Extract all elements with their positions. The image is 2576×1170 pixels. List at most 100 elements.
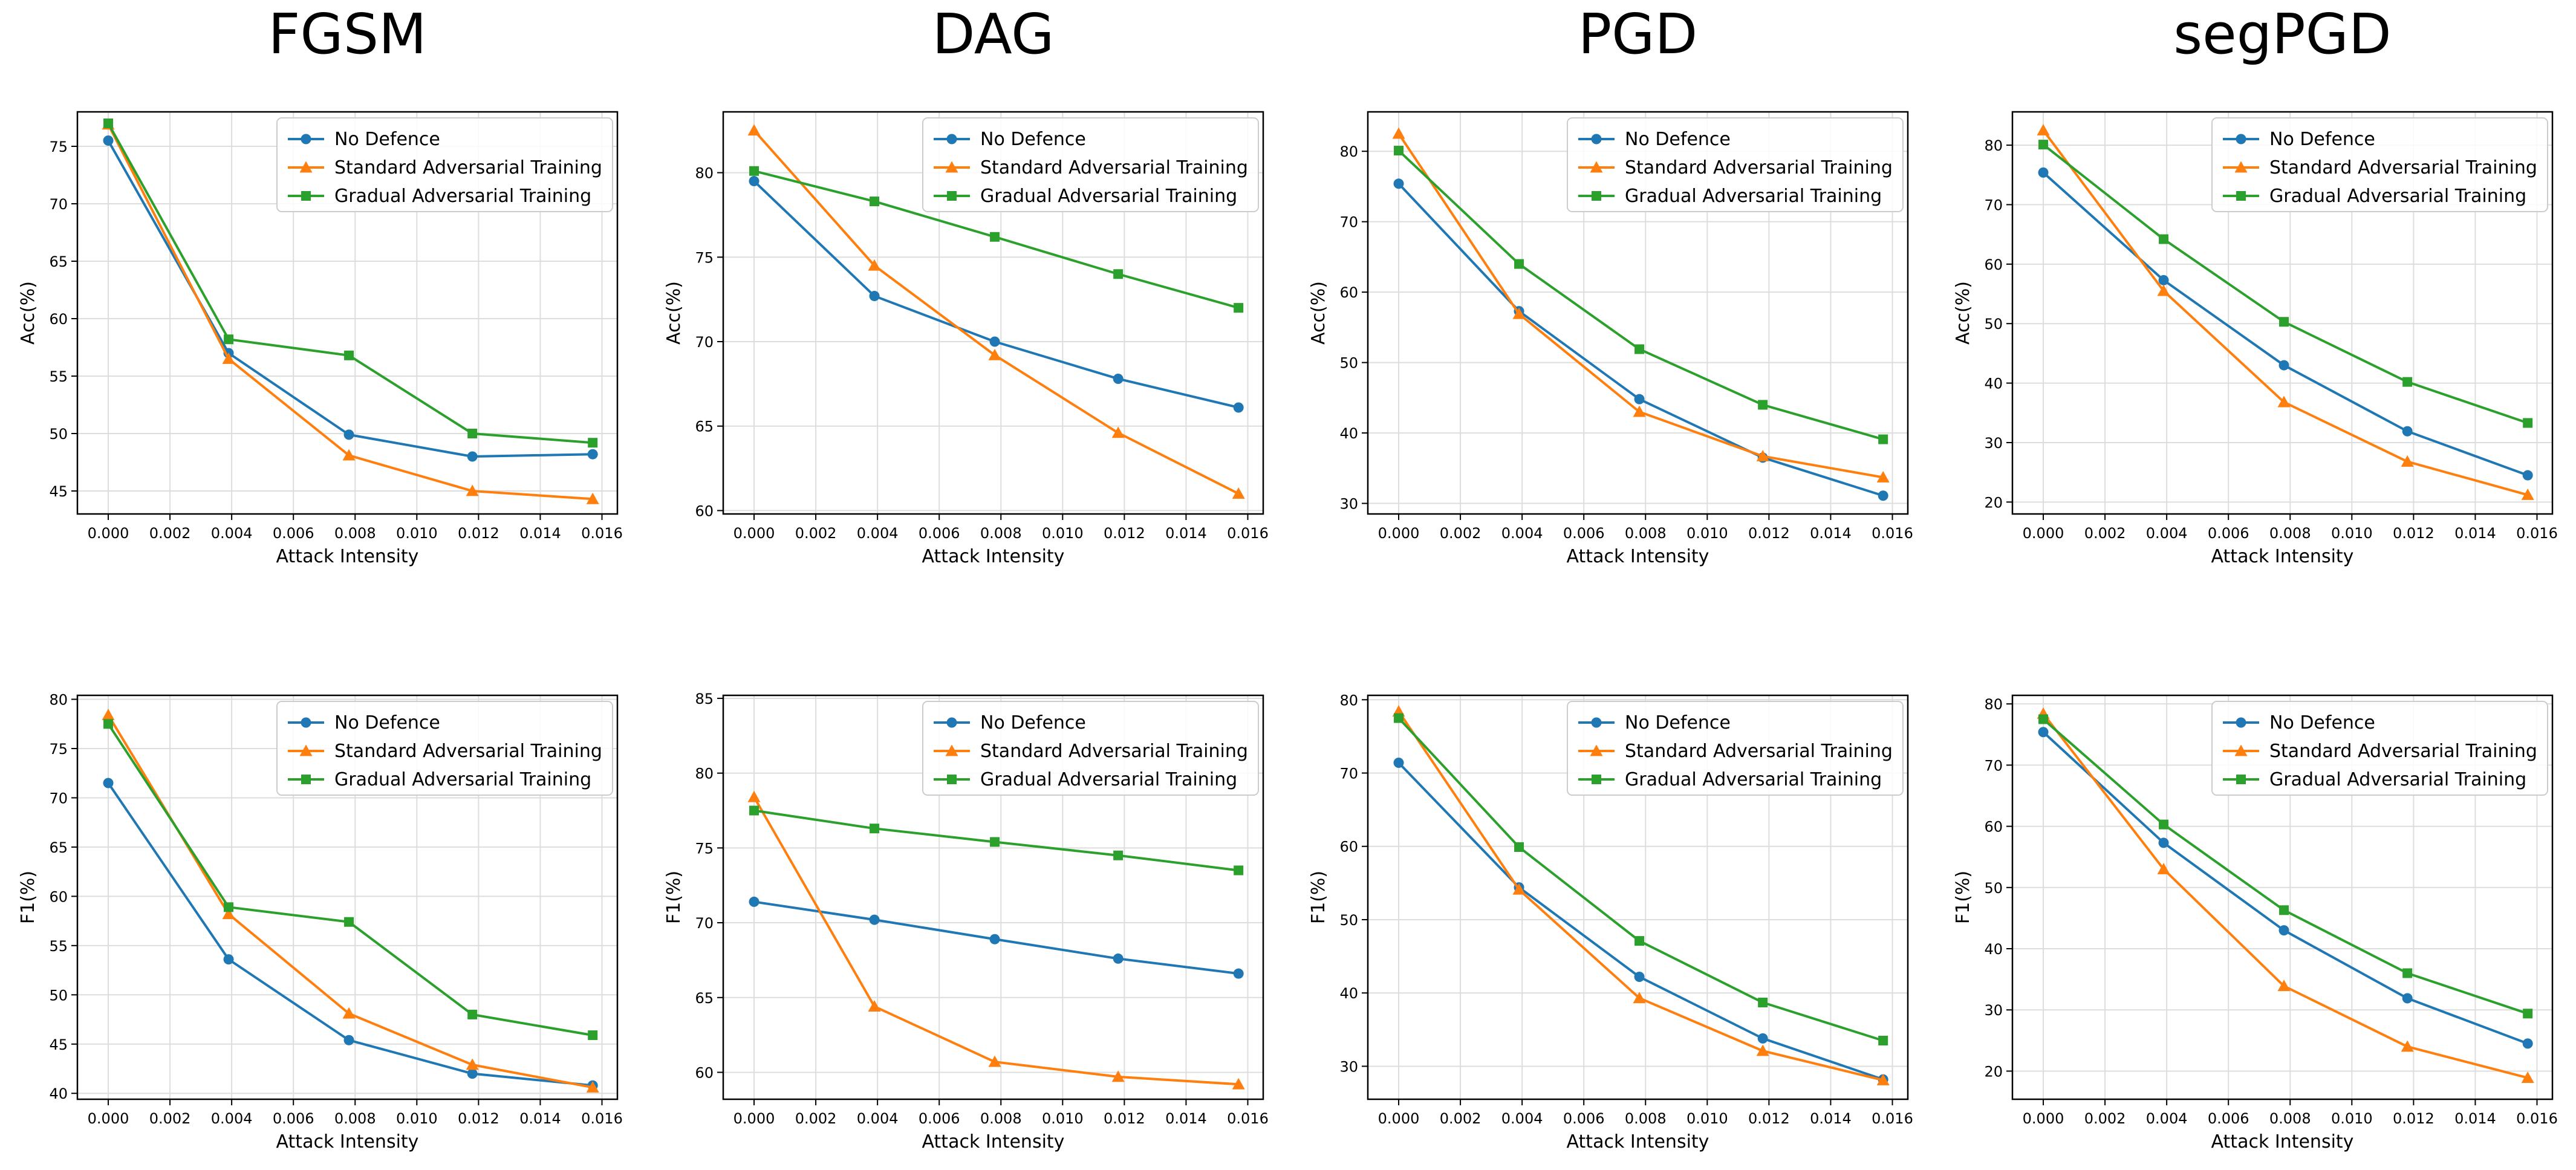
y-tick-label: 80 <box>49 692 68 709</box>
x-tick-label: 0.016 <box>1872 1110 1913 1127</box>
data-point-gradual-adversarial-training <box>2038 140 2049 150</box>
legend: No Defence Standard Adversarial Training G… <box>276 117 613 212</box>
x-tick-label: 0.014 <box>2454 525 2496 542</box>
legend: No Defence Standard Adversarial Training G… <box>2211 117 2548 212</box>
data-point-no-defence <box>467 451 478 462</box>
x-tick-label: 0.006 <box>1563 1110 1605 1127</box>
data-point-standard-adversarial-training <box>1392 127 1405 139</box>
y-axis-label: F1(%) <box>1308 871 1329 924</box>
data-point-no-defence <box>223 954 234 965</box>
legend-swatch-marker <box>1591 134 1602 145</box>
legend-box <box>2211 117 2548 212</box>
data-point-gradual-adversarial-training <box>2279 905 2289 915</box>
data-point-no-defence <box>2278 925 2289 936</box>
legend-label: Gradual Adversarial Training <box>1625 769 1882 790</box>
x-tick-label: 0.012 <box>1748 525 1790 542</box>
data-point-standard-adversarial-training <box>2157 862 2170 874</box>
y-tick-label: 50 <box>49 987 68 1004</box>
data-point-standard-adversarial-training <box>342 1007 356 1019</box>
data-point-no-defence <box>1393 178 1404 189</box>
y-tick-label: 50 <box>1339 355 1358 372</box>
legend-entry-standard-adversarial-training: Standard Adversarial Training <box>2223 741 2537 762</box>
legend-label: Standard Adversarial Training <box>334 741 602 762</box>
data-point-gradual-adversarial-training <box>1514 259 1524 269</box>
x-tick-label: 0.006 <box>273 1110 314 1127</box>
x-tick-label: 0.008 <box>2269 525 2311 542</box>
x-tick-label: 0.002 <box>2084 525 2126 542</box>
x-tick-label: 0.000 <box>2023 525 2064 542</box>
data-point-no-defence <box>2402 426 2413 437</box>
x-axis-label: Attack Intensity <box>276 1131 419 1152</box>
data-point-standard-adversarial-training <box>747 124 761 136</box>
legend: No Defence Standard Adversarial Training G… <box>276 701 613 796</box>
legend-label: Gradual Adversarial Training <box>980 186 1237 207</box>
y-tick-label: 60 <box>1984 819 2003 836</box>
legend-label: Gradual Adversarial Training <box>1625 186 1882 207</box>
data-point-gradual-adversarial-training <box>588 1030 598 1041</box>
x-tick-label: 0.004 <box>1501 1110 1543 1127</box>
data-point-gradual-adversarial-training <box>2523 418 2533 428</box>
plot-frame <box>1367 694 1909 1100</box>
x-tick-label: 0.004 <box>857 1110 899 1127</box>
legend-entry-standard-adversarial-training: Standard Adversarial Training <box>288 157 602 178</box>
data-point-no-defence <box>2038 167 2049 178</box>
x-tick-label: 0.016 <box>1872 525 1913 542</box>
x-tick-label: 0.016 <box>2516 525 2558 542</box>
data-point-standard-adversarial-training <box>222 908 235 920</box>
legend-swatch-marker <box>299 161 313 173</box>
legend-label: Standard Adversarial Training <box>2269 741 2537 762</box>
data-point-gradual-adversarial-training <box>1878 1036 1888 1046</box>
legend-label: Standard Adversarial Training <box>1625 741 1893 762</box>
legend-entry-no-defence: No Defence <box>2223 129 2375 150</box>
y-tick-label: 80 <box>1984 137 2003 154</box>
data-point-standard-adversarial-training <box>747 790 761 802</box>
y-tick-label: 40 <box>1984 375 2003 392</box>
data-point-no-defence <box>103 778 114 788</box>
data-point-no-defence <box>749 176 759 187</box>
data-point-gradual-adversarial-training <box>749 166 759 176</box>
x-tick-label: 0.008 <box>334 1110 376 1127</box>
x-tick-label: 0.010 <box>2331 1110 2373 1127</box>
legend-swatch-marker <box>1590 744 1603 756</box>
x-tick-label: 0.002 <box>1440 525 1482 542</box>
legend-label: Standard Adversarial Training <box>980 157 1248 178</box>
y-tick-label: 20 <box>1984 494 2003 511</box>
legend: No Defence Standard Adversarial Training G… <box>1567 117 1904 212</box>
x-tick-label: 0.006 <box>273 525 314 542</box>
plot-frame <box>722 694 1264 1100</box>
data-point-standard-adversarial-training <box>1111 426 1125 438</box>
x-tick-label: 0.002 <box>2084 1110 2126 1127</box>
legend-label: Standard Adversarial Training <box>2269 157 2537 178</box>
x-tick-label: 0.012 <box>1104 1110 1145 1127</box>
data-point-standard-adversarial-training <box>342 449 356 461</box>
x-tick-label: 0.000 <box>1378 525 1420 542</box>
x-axis-label: Attack Intensity <box>922 1131 1065 1152</box>
data-point-no-defence <box>2158 837 2169 848</box>
data-point-no-defence <box>1393 758 1404 769</box>
data-point-no-defence <box>1113 373 1124 384</box>
x-tick-label: 0.010 <box>396 525 438 542</box>
legend-entry-standard-adversarial-training: Standard Adversarial Training <box>934 741 1248 762</box>
data-point-standard-adversarial-training <box>2037 123 2050 135</box>
y-axis-label: Acc(%) <box>1953 281 1974 345</box>
data-point-gradual-adversarial-training <box>224 902 234 912</box>
plot-frame <box>76 694 619 1100</box>
y-tick-label: 70 <box>695 915 714 932</box>
y-tick-label: 50 <box>1984 880 2003 897</box>
legend-swatch-marker <box>301 717 311 728</box>
y-tick-label: 40 <box>1339 985 1358 1002</box>
x-tick-label: 0.002 <box>795 1110 837 1127</box>
legend-box <box>276 701 613 796</box>
chart-panel-dag-acc: 0.000 0.002 0.004 0.006 0.008 0.010 0.012 0.014… <box>663 111 1269 567</box>
data-point-standard-adversarial-training <box>988 1055 1001 1067</box>
data-point-standard-adversarial-training <box>1512 307 1526 319</box>
plot-frame <box>76 111 619 515</box>
data-point-no-defence <box>749 896 759 907</box>
data-point-gradual-adversarial-training <box>1234 865 1244 876</box>
legend-swatch-marker <box>945 161 958 173</box>
data-point-gradual-adversarial-training <box>1394 713 1404 723</box>
y-tick-label: 55 <box>49 368 68 385</box>
y-tick-label: 60 <box>1984 256 2003 273</box>
y-tick-label: 40 <box>1984 941 2003 958</box>
y-tick-label: 80 <box>1339 692 1358 709</box>
